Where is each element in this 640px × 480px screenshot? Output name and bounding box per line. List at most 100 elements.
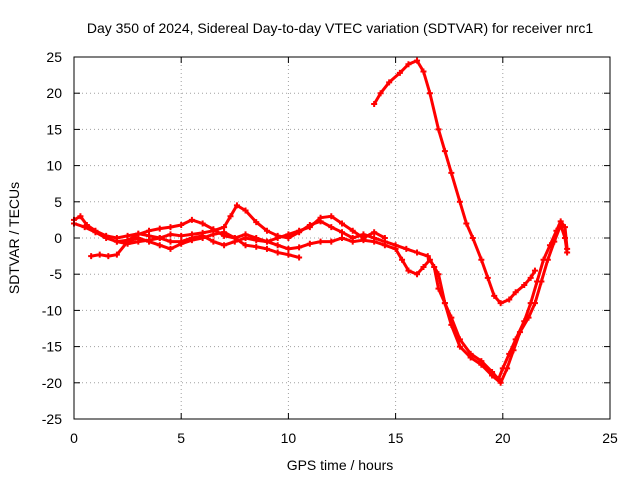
data-point-marker xyxy=(231,235,238,241)
data-point-marker xyxy=(557,221,564,228)
chart-title: Day 350 of 2024, Sidereal Day-to-day VTE… xyxy=(87,20,593,36)
data-point-marker xyxy=(113,238,120,245)
data-point-marker xyxy=(467,354,474,361)
data-point-marker xyxy=(441,300,448,307)
data-point-marker xyxy=(263,238,270,245)
y-axis-label: SDTVAR / TECUs xyxy=(6,182,22,294)
data-series xyxy=(71,57,571,386)
data-point-marker xyxy=(396,69,403,76)
data-point-marker xyxy=(285,245,292,252)
series-points-trace-c xyxy=(88,229,303,261)
data-point-marker xyxy=(478,256,485,263)
data-point-marker xyxy=(538,278,545,285)
data-point-marker xyxy=(491,292,498,299)
data-point-marker xyxy=(221,242,228,249)
data-point-marker xyxy=(504,365,511,372)
data-point-marker xyxy=(188,216,195,223)
y-tick-label: 15 xyxy=(46,121,62,137)
data-point-marker xyxy=(424,253,431,260)
data-point-marker xyxy=(167,238,174,245)
data-point-marker xyxy=(221,232,228,239)
series-points-trace-e xyxy=(371,57,538,307)
data-point-marker xyxy=(564,249,571,256)
data-point-marker xyxy=(199,220,206,227)
data-point-marker xyxy=(274,235,281,241)
data-point-marker xyxy=(242,231,249,238)
data-point-marker xyxy=(531,300,538,307)
data-point-marker xyxy=(392,245,399,252)
data-point-marker xyxy=(448,169,455,176)
y-tick-label: -10 xyxy=(42,302,62,318)
data-point-marker xyxy=(92,229,99,236)
data-point-marker xyxy=(561,235,568,241)
data-point-marker xyxy=(448,321,455,328)
data-point-marker xyxy=(414,57,421,64)
data-point-marker xyxy=(242,207,249,214)
data-point-marker xyxy=(497,379,504,386)
axis-ticks xyxy=(73,56,611,420)
data-point-marker xyxy=(405,267,412,274)
data-point-marker xyxy=(328,238,335,245)
data-point-marker xyxy=(512,289,519,296)
data-point-marker xyxy=(484,274,491,281)
data-point-marker xyxy=(381,235,388,241)
data-point-marker xyxy=(371,229,378,236)
data-point-marker xyxy=(510,347,517,354)
data-point-marker xyxy=(469,235,476,241)
data-point-marker xyxy=(371,101,378,108)
x-tick-label: 15 xyxy=(388,430,404,446)
data-point-marker xyxy=(377,90,384,97)
data-point-marker xyxy=(274,242,281,249)
data-point-marker xyxy=(221,224,228,231)
data-point-marker xyxy=(478,361,485,368)
data-point-marker xyxy=(426,256,433,263)
data-point-marker xyxy=(441,148,448,155)
data-point-marker xyxy=(386,79,393,86)
data-point-marker xyxy=(124,237,131,244)
data-point-marker xyxy=(105,253,112,260)
data-point-marker xyxy=(506,296,513,303)
data-point-marker xyxy=(360,235,367,241)
data-point-marker xyxy=(146,238,153,245)
data-point-marker xyxy=(146,227,153,234)
data-point-marker xyxy=(156,235,163,241)
data-point-marker xyxy=(263,227,270,234)
data-point-marker xyxy=(210,226,217,233)
data-point-marker xyxy=(339,229,345,236)
data-point-marker xyxy=(414,271,421,278)
data-point-marker xyxy=(285,251,292,258)
data-point-marker xyxy=(381,242,388,249)
y-tick-label: -20 xyxy=(42,375,62,391)
data-point-marker xyxy=(426,90,433,97)
data-point-marker xyxy=(296,227,303,234)
data-point-marker xyxy=(167,245,174,252)
y-tick-label: 20 xyxy=(46,85,62,101)
data-point-marker xyxy=(178,221,185,228)
data-point-marker xyxy=(328,224,335,231)
data-point-marker xyxy=(403,245,410,252)
data-point-marker xyxy=(435,126,442,133)
data-point-marker xyxy=(263,245,270,252)
data-point-marker xyxy=(88,253,95,260)
data-point-marker xyxy=(296,254,303,261)
data-point-marker xyxy=(531,267,538,274)
x-tick-label: 5 xyxy=(177,430,185,446)
data-point-marker xyxy=(103,235,110,241)
data-point-marker xyxy=(489,372,496,379)
data-point-marker xyxy=(456,343,463,350)
x-tick-label: 0 xyxy=(70,430,78,446)
data-point-marker xyxy=(349,227,356,234)
data-point-marker xyxy=(306,240,313,247)
series-points-trace-d xyxy=(113,213,388,245)
grid xyxy=(74,57,610,419)
data-point-marker xyxy=(227,213,234,220)
data-point-marker xyxy=(420,68,427,75)
data-point-marker xyxy=(405,61,412,68)
data-point-marker xyxy=(253,219,260,226)
data-point-marker xyxy=(178,232,185,239)
y-tick-label: -25 xyxy=(42,411,62,427)
data-point-marker xyxy=(81,224,88,231)
data-point-marker xyxy=(420,263,427,270)
data-point-marker xyxy=(96,251,103,258)
data-point-marker xyxy=(551,238,558,245)
